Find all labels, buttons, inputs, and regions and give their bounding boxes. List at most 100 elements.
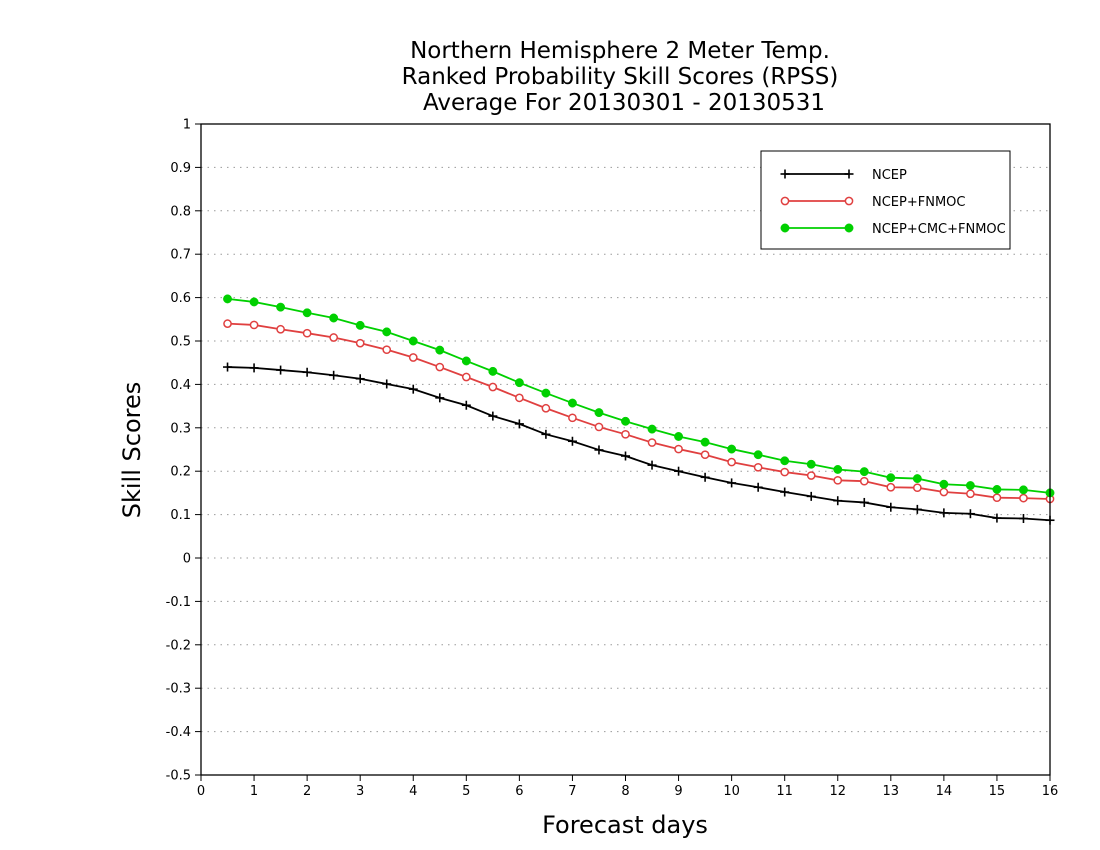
data-point [223, 319, 232, 328]
data-point [249, 320, 259, 330]
axis-ticks: -0.5 -0.4 -0.3 -0.2 -0.1 0 0.1 0.2 0.3 0.4 0.5 0.6 0… [166, 118, 1059, 800]
data-point [1019, 485, 1028, 495]
data-point [488, 411, 498, 421]
data-point [302, 328, 312, 338]
data-point [833, 465, 843, 474]
legend-item-ncep-fnmoc: NCEP+FNMOC [780, 195, 965, 210]
data-point [700, 472, 710, 482]
data-point [514, 378, 524, 388]
y-tick-label: 0.5 [170, 335, 191, 350]
data-point [939, 479, 949, 489]
y-tick-label: 0.4 [170, 378, 191, 393]
series-group [223, 294, 1055, 525]
legend-marker [844, 223, 854, 233]
legend: NCEP NCEP+FNMOC NCEP+CMC+FNMOC [760, 150, 1011, 250]
x-tick-label: 2 [303, 784, 311, 799]
data-point [727, 478, 737, 488]
y-tick-label: -0.3 [166, 682, 191, 697]
data-point [249, 297, 259, 307]
x-tick-label: 7 [568, 784, 576, 799]
data-point [753, 482, 763, 492]
data-point [541, 388, 551, 398]
y-tick-label: 0.2 [170, 465, 191, 480]
y-tick-label: 0.9 [170, 161, 191, 176]
series-line-ncep [227, 366, 1051, 522]
data-point [568, 413, 577, 423]
plot-frame [200, 123, 1051, 776]
legend-label: NCEP+CMC+FNMOC [872, 222, 1006, 237]
data-point [886, 502, 896, 512]
data-point [223, 362, 233, 372]
chart-title-line-1: Northern Hemisphere 2 Meter Temp. [410, 38, 830, 64]
legend-marker [780, 223, 790, 233]
data-point [674, 466, 684, 476]
legend-label: NCEP+FNMOC [872, 195, 965, 210]
data-point [621, 416, 630, 426]
data-point [886, 473, 896, 483]
x-tick-label: 10 [723, 784, 740, 799]
data-point [859, 467, 869, 477]
data-point [647, 438, 657, 447]
x-tick-label: 4 [409, 784, 417, 799]
data-point [488, 382, 498, 392]
series-ncep-cmc-fnmoc [223, 294, 1055, 498]
legend-marker [844, 196, 854, 206]
data-point [461, 400, 471, 410]
y-tick-label: 0.7 [170, 248, 191, 263]
data-point [594, 445, 604, 455]
data-point [621, 429, 630, 439]
data-point [780, 487, 790, 497]
series-ncep [223, 362, 1055, 525]
data-point [329, 333, 339, 342]
data-point [329, 313, 339, 323]
data-point [727, 457, 736, 467]
data-point [329, 370, 339, 380]
y-tick-label: 0.1 [170, 508, 191, 523]
data-point [223, 294, 232, 304]
x-axis-title: Forecast days [542, 811, 708, 839]
chart-title-line-3: Average For 20130301 - 20130531 [423, 90, 825, 116]
data-point [965, 481, 975, 490]
data-point [647, 424, 657, 434]
x-tick-label: 12 [829, 784, 846, 799]
data-point [276, 324, 285, 334]
x-tick-label: 0 [197, 784, 205, 799]
y-tick-label: -0.1 [166, 595, 191, 610]
legend-marker [780, 196, 790, 206]
legend-label: NCEP [872, 168, 907, 183]
data-point [408, 384, 418, 394]
data-point [992, 513, 1002, 523]
x-tick-label: 1 [250, 784, 258, 799]
data-point [700, 450, 710, 460]
data-point [461, 356, 471, 366]
data-point [355, 374, 365, 384]
data-point [753, 450, 763, 460]
data-point [594, 422, 604, 432]
data-point [727, 444, 737, 454]
data-point [382, 327, 392, 337]
x-tick-label: 6 [515, 784, 523, 799]
series-line-ncep-fnmoc [227, 322, 1051, 500]
data-point [833, 496, 843, 506]
data-point [780, 467, 790, 477]
gridlines [201, 166, 1050, 733]
data-point [700, 437, 710, 447]
data-point [488, 366, 498, 376]
data-point [514, 419, 524, 429]
x-tick-label: 3 [356, 784, 364, 799]
data-point [382, 379, 392, 389]
x-tick-label: 13 [883, 784, 900, 799]
data-point [1019, 493, 1028, 503]
y-tick-label: 1 [183, 118, 191, 133]
data-point [939, 487, 949, 497]
legend-item-ncep: NCEP [780, 168, 907, 183]
data-point [912, 474, 922, 484]
data-point [859, 497, 869, 507]
data-point [992, 484, 1002, 494]
data-point [435, 345, 445, 355]
x-tick-label: 11 [776, 784, 793, 799]
y-axis-title: Skill Scores [118, 382, 146, 519]
data-point [833, 475, 843, 485]
data-point [567, 436, 577, 446]
x-tick-label: 8 [621, 784, 629, 799]
